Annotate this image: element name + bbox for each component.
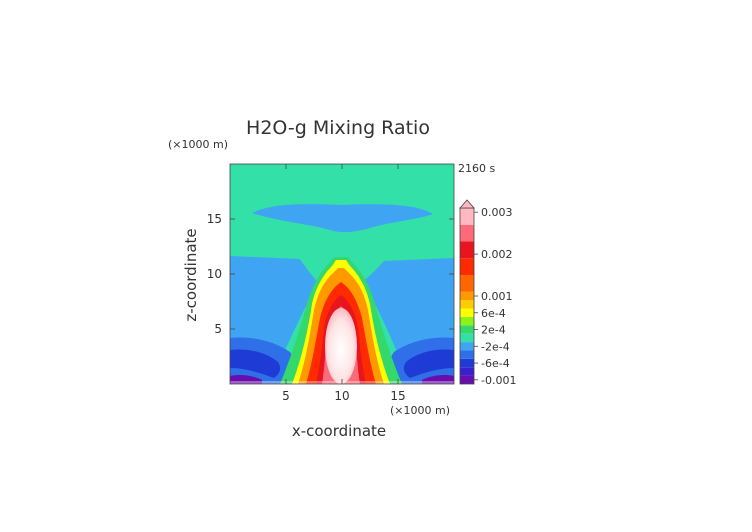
y-axis: 5 10 15 bbox=[207, 212, 454, 336]
region-plume-core bbox=[325, 308, 357, 384]
time-label: 2160 s bbox=[458, 162, 495, 175]
colorbar-level bbox=[460, 208, 474, 225]
region-surface-dry-left bbox=[230, 375, 262, 384]
x-tick-label: 10 bbox=[334, 389, 349, 403]
colorbar-level bbox=[460, 275, 474, 292]
colorbar-level bbox=[460, 350, 474, 359]
colorbar-level bbox=[460, 358, 474, 368]
y-tick-label: 10 bbox=[207, 267, 222, 281]
colorbar-tick-label: -0.001 bbox=[481, 374, 516, 387]
region-surface-dry-right bbox=[422, 375, 454, 384]
colorbar-overflow-arrow bbox=[459, 199, 475, 209]
colorbar-tick-label: 0.001 bbox=[481, 290, 513, 303]
colorbar-level bbox=[460, 316, 474, 326]
colorbar: 0.003 0.002 0.001 6e-4 2e-4 -2e-4 -6e-4 -0.001 bbox=[459, 199, 516, 387]
colorbar-level bbox=[460, 224, 474, 242]
colorbar-level bbox=[460, 325, 474, 334]
colorbar-level bbox=[460, 300, 474, 309]
colorbar-tick-label: 6e-4 bbox=[481, 307, 506, 320]
y-unit-label: (×1000 m) bbox=[168, 138, 228, 151]
colorbar-level bbox=[460, 333, 474, 343]
plot-area bbox=[230, 164, 454, 384]
colorbar-tick-label: -2e-4 bbox=[481, 340, 510, 353]
y-tick-label: 5 bbox=[214, 322, 222, 336]
chart-title: H2O-g Mixing Ratio bbox=[246, 117, 430, 139]
x-tick-label: 15 bbox=[390, 389, 405, 403]
colorbar-tick-label: 2e-4 bbox=[481, 324, 506, 337]
y-tick-label: 15 bbox=[207, 212, 222, 226]
colorbar-tick-label: 0.003 bbox=[481, 206, 513, 219]
colorbar-level bbox=[460, 241, 474, 259]
y-axis-label: z-coordinate bbox=[182, 228, 200, 321]
x-tick-label: 5 bbox=[282, 389, 290, 403]
colorbar-level bbox=[460, 258, 474, 276]
colorbar-level bbox=[460, 342, 474, 351]
region-upper-dry-lens bbox=[252, 204, 433, 233]
colorbar-level bbox=[460, 291, 474, 301]
region-low-darkest-right bbox=[403, 349, 454, 378]
x-unit-label: (×1000 m) bbox=[390, 404, 450, 417]
x-axis-label: x-coordinate bbox=[292, 422, 386, 440]
colorbar-level bbox=[460, 308, 474, 317]
x-axis: 5 10 15 bbox=[282, 164, 406, 403]
colorbar-tick-label: -6e-4 bbox=[481, 357, 510, 370]
region-low-darkest-left bbox=[230, 349, 281, 378]
colorbar-level bbox=[460, 367, 474, 376]
colorbar-tick-label: 0.002 bbox=[481, 248, 513, 261]
colorbar-level bbox=[460, 375, 474, 384]
